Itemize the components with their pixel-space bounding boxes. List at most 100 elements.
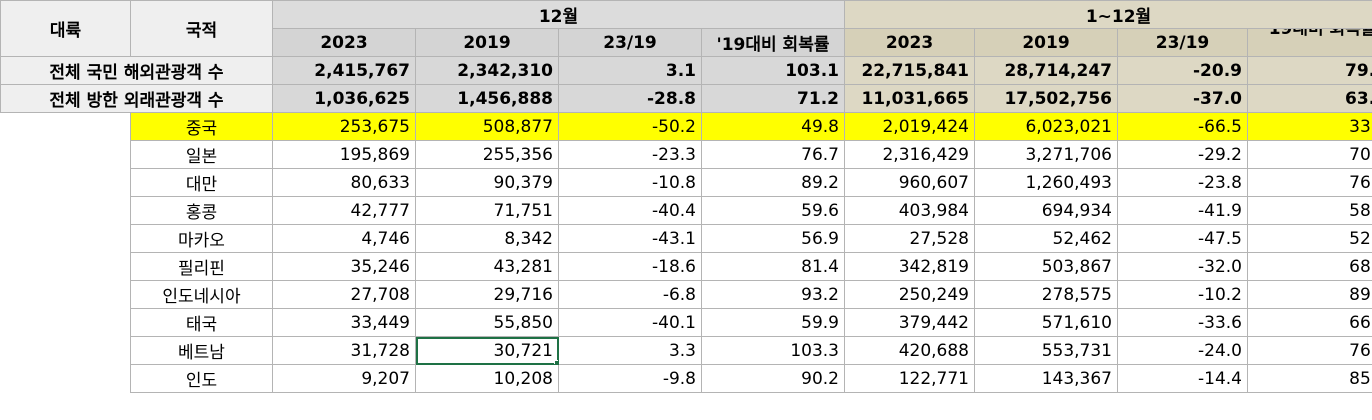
country-cell[interactable]: 마카오 [130,224,273,253]
cell[interactable]: 22,715,841 [844,56,975,85]
cell[interactable]: -40.1 [558,308,702,337]
selected-cell[interactable]: 30,721 [415,336,559,365]
cell[interactable]: 68.0 [1247,252,1372,281]
cell[interactable]: -23.3 [558,140,702,169]
header-col-ratio-year[interactable]: 23/19 [1117,28,1248,57]
cell[interactable]: 59.9 [701,308,845,337]
country-cell[interactable]: 중국 [130,112,273,141]
country-cell[interactable]: 인도 [130,364,273,393]
cell[interactable]: -37.0 [1117,84,1248,113]
total-label[interactable]: 전체 방한 외래관광객 수 [0,84,273,113]
cell[interactable]: 122,771 [844,364,975,393]
cell[interactable]: -23.8 [1117,168,1248,197]
cell[interactable]: 66.4 [1247,308,1372,337]
cell[interactable]: 80,633 [272,168,416,197]
cell[interactable]: 85.6 [1247,364,1372,393]
country-cell[interactable]: 대만 [130,168,273,197]
cell[interactable]: 59.6 [701,196,845,225]
empty-cell[interactable] [0,224,131,253]
cell[interactable]: 103.1 [701,56,845,85]
cell[interactable]: 2,316,429 [844,140,975,169]
header-col-2023-year[interactable]: 2023 [844,28,975,57]
total-label[interactable]: 전체 국민 해외관광객 수 [0,56,273,85]
cell[interactable]: 2,415,767 [272,56,416,85]
cell[interactable]: 52.5 [1247,224,1372,253]
cell[interactable]: -41.9 [1117,196,1248,225]
cell[interactable]: 342,819 [844,252,975,281]
cell[interactable]: 250,249 [844,280,975,309]
country-cell[interactable]: 인도네시아 [130,280,273,309]
cell[interactable]: 55,850 [415,308,559,337]
cell[interactable]: -14.4 [1117,364,1248,393]
cell[interactable]: 508,877 [415,112,559,141]
empty-cell[interactable] [0,364,131,393]
empty-cell[interactable] [0,336,131,365]
cell[interactable]: 17,502,756 [974,84,1118,113]
cell[interactable]: 76.7 [701,140,845,169]
cell[interactable]: 379,442 [844,308,975,337]
cell[interactable]: 1,456,888 [415,84,559,113]
cell[interactable]: 31,728 [272,336,416,365]
cell[interactable]: 43,281 [415,252,559,281]
cell[interactable]: 960,607 [844,168,975,197]
cell[interactable]: 694,934 [974,196,1118,225]
cell[interactable]: -40.4 [558,196,702,225]
country-cell[interactable]: 베트남 [130,336,273,365]
cell[interactable]: 71.2 [701,84,845,113]
cell[interactable]: -43.1 [558,224,702,253]
cell[interactable]: 1,260,493 [974,168,1118,197]
cell[interactable]: 33.5 [1247,112,1372,141]
cell[interactable]: -66.5 [1117,112,1248,141]
cell[interactable]: -20.9 [1117,56,1248,85]
cell[interactable]: 9,207 [272,364,416,393]
cell[interactable]: 90.2 [701,364,845,393]
cell[interactable]: 3.3 [558,336,702,365]
empty-cell[interactable] [0,308,131,337]
cell[interactable]: -33.6 [1117,308,1248,337]
cell[interactable]: 42,777 [272,196,416,225]
cell[interactable]: 93.2 [701,280,845,309]
cell[interactable]: -32.0 [1117,252,1248,281]
cell[interactable]: 49.8 [701,112,845,141]
cell[interactable]: 1,036,625 [272,84,416,113]
cell[interactable]: 253,675 [272,112,416,141]
empty-cell[interactable] [0,280,131,309]
cell[interactable]: 28,714,247 [974,56,1118,85]
cell[interactable]: 278,575 [974,280,1118,309]
cell[interactable]: 27,708 [272,280,416,309]
cell[interactable]: 8,342 [415,224,559,253]
header-col-2023-month[interactable]: 2023 [272,28,416,57]
cell[interactable]: 79.1 [1247,56,1372,85]
cell[interactable]: -50.2 [558,112,702,141]
cell[interactable]: 4,746 [272,224,416,253]
empty-cell[interactable] [0,112,131,141]
cell[interactable]: -18.6 [558,252,702,281]
empty-cell[interactable] [0,196,131,225]
cell[interactable]: 10,208 [415,364,559,393]
cell[interactable]: 52,462 [974,224,1118,253]
country-cell[interactable]: 홍콩 [130,196,273,225]
cell[interactable]: 27,528 [844,224,975,253]
country-cell[interactable]: 태국 [130,308,273,337]
header-nationality[interactable]: 국적 [130,0,273,57]
cell[interactable]: -29.2 [1117,140,1248,169]
cell[interactable]: 6,023,021 [974,112,1118,141]
cell[interactable]: -9.8 [558,364,702,393]
cell[interactable]: -24.0 [1117,336,1248,365]
cell[interactable]: 255,356 [415,140,559,169]
header-col-ratio-month[interactable]: 23/19 [558,28,702,57]
cell[interactable]: 56.9 [701,224,845,253]
cell[interactable]: 76.2 [1247,168,1372,197]
cell[interactable]: 35,246 [272,252,416,281]
empty-cell[interactable] [0,168,131,197]
header-month-group[interactable]: 12월 [272,0,845,29]
header-year-group[interactable]: 1~12월 [844,0,1372,29]
country-cell[interactable]: 필리핀 [130,252,273,281]
cell[interactable]: 76.0 [1247,336,1372,365]
cell[interactable]: 103.3 [701,336,845,365]
cell[interactable]: 81.4 [701,252,845,281]
cell[interactable]: 89.8 [1247,280,1372,309]
header-continent[interactable]: 대륙 [0,0,131,57]
cell[interactable]: -47.5 [1117,224,1248,253]
cell[interactable]: -6.8 [558,280,702,309]
